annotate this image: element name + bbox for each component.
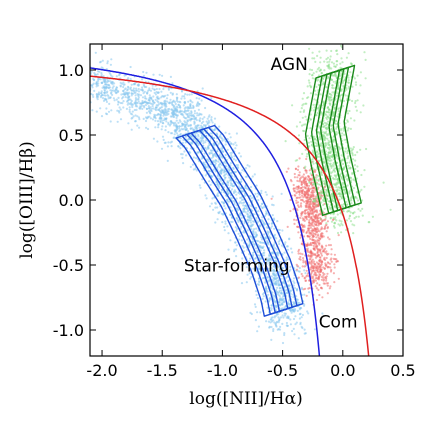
density-contours [175, 64, 362, 317]
x-tick-label: -1.5 [147, 361, 178, 380]
annotation-agn: AGN [271, 55, 308, 75]
contour-AGN [315, 68, 351, 213]
contour-AGN [320, 69, 347, 212]
x-tick-label: 0.0 [330, 361, 355, 380]
y-tick-label: -0.5 [53, 256, 84, 275]
y-tick-label: -1.0 [53, 321, 84, 340]
x-tick-label: 0.5 [390, 361, 415, 380]
x-tick-label: -1.0 [207, 361, 238, 380]
annotation-com: Com [319, 312, 358, 332]
contour-AGN [304, 64, 362, 216]
x-axis-label: log([NII]/Hα) [189, 389, 302, 409]
curve-kauffmann [90, 67, 321, 356]
contour-star-forming [190, 129, 289, 312]
contour-star-forming [175, 124, 304, 317]
contour-star-forming [181, 126, 298, 315]
axis-ticks: -2.0 -1.5 -1.0 -0.5 0.0 0.5 -1.0 -0.5 0.0 0.5 1.0 [53, 44, 416, 380]
demarcation-curves [90, 67, 370, 356]
curve-kewley [90, 75, 370, 356]
annotations: AGN Star-forming Com [184, 55, 358, 332]
contour-AGN [311, 66, 356, 215]
annotation-star-forming: Star-forming [184, 257, 290, 277]
y-tick-label: 1.0 [59, 61, 84, 80]
y-axis-label: log([OIII]/Hβ) [17, 141, 37, 259]
x-tick-label: -2.0 [86, 361, 117, 380]
x-tick-label: -0.5 [267, 361, 298, 380]
scatter-star-forming [90, 51, 324, 345]
y-tick-label: 0.5 [59, 126, 84, 145]
y-tick-label: 0.0 [59, 191, 84, 210]
contour-star-forming [186, 128, 293, 314]
